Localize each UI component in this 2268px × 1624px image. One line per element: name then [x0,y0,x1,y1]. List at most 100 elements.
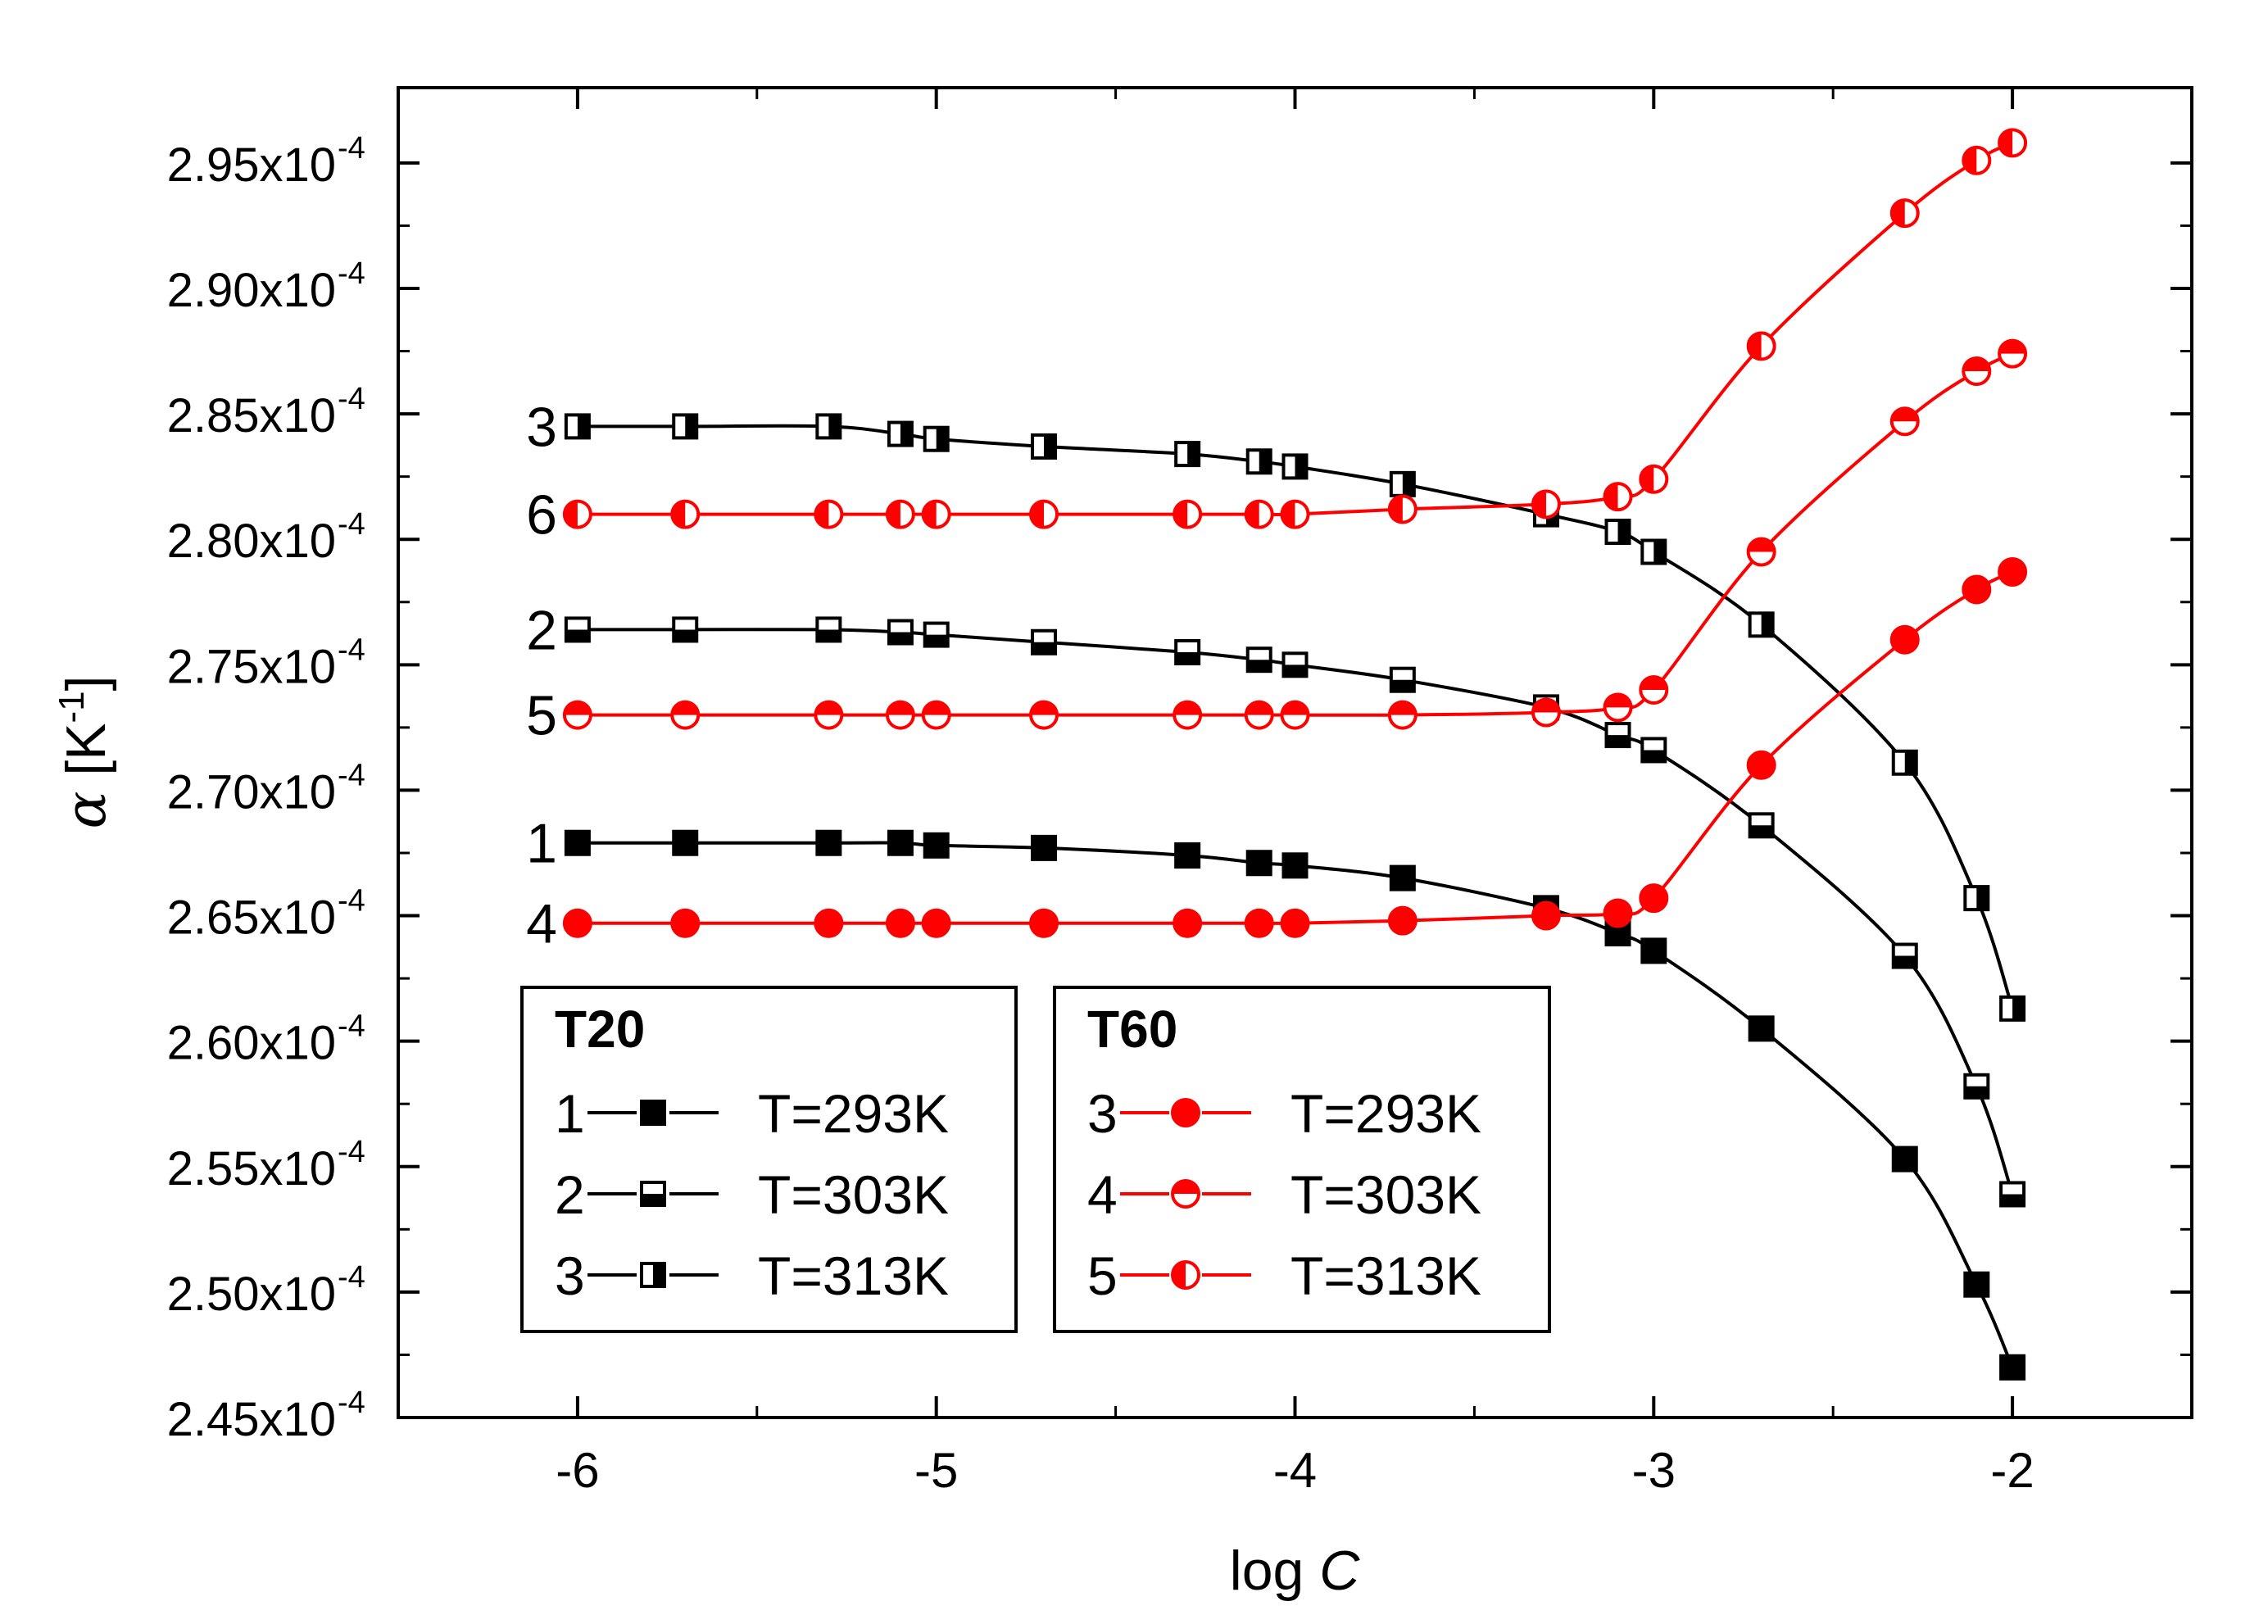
series-2-point-2 [815,616,842,643]
series-5-point-12 [1639,674,1669,705]
series-3-point-16 [1999,995,2026,1022]
legend-entry-label: T=313K [1290,1245,1481,1306]
legend-entry: 3 T=293K [1087,1083,1481,1144]
legend-marker [640,1100,666,1126]
series-5-point-16 [1998,338,2028,369]
y-tick-label: 2.70x10 [167,765,336,819]
series-6-point-11 [1603,482,1633,512]
series-6-point-16 [1998,128,2028,158]
series-5-point-9 [1387,700,1418,730]
series-3-point-1 [672,413,699,440]
series-3-point-7 [1245,448,1272,475]
series-1-point-2 [815,829,842,856]
legend-entry: 3 T=313K [555,1245,949,1306]
legend-entry-label: T=293K [758,1083,949,1144]
series-1-point-5 [1031,834,1058,861]
y-tick-label: 2.80x10 [167,515,336,568]
series-6-point-14 [1889,198,1920,229]
series-3-point-9 [1389,470,1416,497]
series-2-point-12 [1640,737,1667,764]
x-axis: -6 -5 -4 -3 -2 [397,88,2193,1498]
series-2-point-15 [1963,1073,1990,1100]
series-5-point-11 [1603,692,1633,723]
series-5-point-1 [670,700,701,730]
series-2-point-4 [923,621,950,648]
series-6-label: 6 [526,484,557,547]
series-3-label: 3 [526,396,557,458]
series-5-point-8 [1280,700,1310,730]
series-3-point-14 [1891,749,1918,776]
series-3-point-8 [1281,453,1309,480]
series-1-point-13 [1748,1015,1775,1042]
series-4-point-14 [1889,624,1920,655]
series-6-point-8 [1280,499,1310,529]
legend-entry-number: 2 [555,1164,585,1225]
x-tick-label: -5 [914,1443,958,1498]
series-2-point-8 [1281,651,1309,678]
legend-marker [1171,1260,1200,1290]
series-5-point-0 [562,700,592,730]
series-4-point-12 [1639,883,1669,914]
series-3-point-0 [564,413,591,440]
series-6-point-3 [885,499,915,529]
series-1-point-7 [1245,850,1272,877]
y-tick-label: 2.90x10 [167,264,336,317]
legend-entry-label: T=293K [1290,1083,1481,1144]
legend-marker [1171,1179,1200,1209]
series-5-point-14 [1889,406,1920,437]
series-6-point-12 [1639,464,1669,494]
series-5-point-4 [921,700,951,730]
series-labels: 1 2 3 4 5 6 [526,396,557,955]
series-4-point-15 [1962,574,1992,605]
series-4-point-3 [885,908,915,938]
legend-T20: T20 1 T=293K 2 T=303K 3 T=313K [520,986,1018,1333]
y-tick-label: 2.60x10 [167,1017,336,1070]
y-tick-exponent: -4 [338,758,365,792]
series-1-point-6 [1174,842,1201,869]
series-6-point-2 [814,499,844,529]
y-axis-label-symbol: α [54,792,119,829]
y-tick-label: 2.85x10 [167,389,336,442]
series-4-label: 4 [526,893,557,955]
y-tick-exponent: -4 [338,1260,365,1295]
series-6-line [577,141,2013,517]
series-5-point-6 [1173,700,1203,730]
y-tick-label: 2.95x10 [167,138,336,192]
y-tick-exponent: -4 [338,1009,365,1044]
series-4-point-7 [1244,908,1274,938]
y-tick-label: 2.75x10 [167,640,336,693]
y-tick-label: 2.50x10 [167,1268,336,1321]
data-curves [577,141,2015,1368]
series-6-point-13 [1746,331,1776,361]
series-5-line [577,352,2013,717]
y-tick-exponent: -4 [338,1386,365,1420]
series-1-point-15 [1963,1271,1990,1298]
series-5-point-5 [1029,700,1059,730]
series-3-point-3 [887,420,914,447]
series-5-label: 5 [526,685,557,747]
series-2-point-9 [1389,666,1416,693]
legend-entry: 2 T=303K [555,1164,949,1225]
legend-title: T20 [555,1000,645,1059]
x-axis-label-variable: C [1319,1540,1360,1602]
y-tick-label: 2.45x10 [167,1393,336,1446]
series-2-point-14 [1891,942,1918,969]
y-axis-label: α [K-1] [52,675,119,828]
legend-entry-number: 3 [555,1245,585,1306]
y-tick-label: 2.65x10 [167,891,336,945]
series-2-point-0 [564,616,591,643]
series-4-point-4 [921,908,951,938]
y-tick-exponent: -4 [338,131,365,166]
legend-entry-number: 5 [1087,1245,1118,1306]
legend-T60: T60 3 T=293K 4 T=303K 5 T=313K [1053,986,1551,1333]
series-2-point-3 [887,619,914,646]
legend-marker [1171,1098,1200,1127]
data-markers [562,128,2028,1381]
y-tick-exponent: -4 [338,507,365,542]
x-tick-label: -4 [1273,1443,1317,1498]
series-6-point-7 [1244,499,1274,529]
series-1-point-0 [564,829,591,856]
series-1-point-4 [923,832,950,859]
x-tick-label: -3 [1632,1443,1676,1498]
